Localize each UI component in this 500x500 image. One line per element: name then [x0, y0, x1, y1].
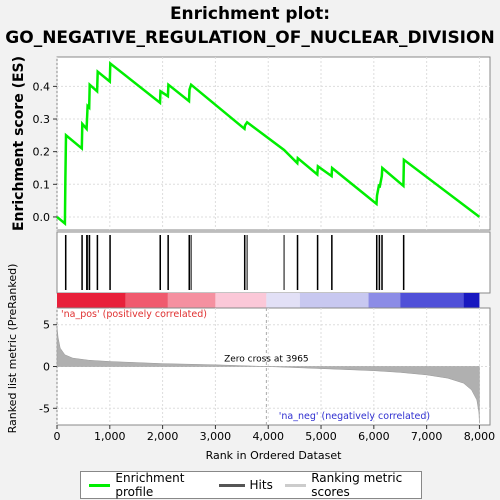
legend-swatch-enrichment	[89, 483, 111, 487]
rank-color-segment	[215, 293, 267, 308]
metric-xtick-label: 5,000	[305, 430, 337, 443]
metric-xtick-label: 4,000	[252, 430, 284, 443]
chart-title-line1: Enrichment plot:	[169, 4, 331, 24]
es-ytick-label: 0.0	[33, 211, 51, 224]
legend-swatch-ranking	[284, 483, 307, 487]
chart-legend: Enrichment profile Hits Ranking metric s…	[80, 471, 422, 499]
legend-item-enrichment: Enrichment profile	[89, 471, 207, 499]
zero-cross-label: Zero cross at 3965	[224, 355, 309, 365]
chart-title-line2: GO_NEGATIVE_REGULATION_OF_NUCLEAR_DIVISI…	[5, 28, 495, 48]
metric-ytick-label: 0	[43, 361, 50, 374]
metric-ylabel: Ranked list metric (PreRanked)	[6, 264, 19, 434]
metric-xtick-label: 7,000	[411, 430, 443, 443]
metric-xtick-label: 2,000	[147, 430, 179, 443]
es-ytick-label: 0.1	[33, 178, 51, 191]
rank-color-segment	[266, 293, 300, 308]
legend-label-enrichment: Enrichment profile	[115, 471, 185, 499]
rank-color-segment	[167, 293, 216, 308]
positive-annotation: 'na_pos' (positively correlated)	[61, 309, 207, 320]
rank-color-segment	[299, 293, 369, 308]
legend-swatch-hits	[218, 483, 245, 487]
negative-annotation: 'na_neg' (negatively correlated)	[279, 411, 430, 422]
rank-color-segment	[463, 293, 480, 308]
legend-label-hits: Hits	[249, 478, 273, 492]
es-ytick-label: 0.4	[33, 80, 51, 93]
metric-ytick-label: -5	[39, 402, 50, 415]
legend-item-ranking: Ranking metric scores	[284, 471, 421, 499]
es-ylabel: Enrichment score (ES)	[11, 56, 27, 231]
legend-item-hits: Hits	[218, 478, 273, 492]
metric-xtick-label: 0	[54, 430, 61, 443]
enrichment-profile-line	[56, 60, 481, 227]
es-ytick-label: 0.2	[33, 146, 51, 159]
rank-color-segment	[400, 293, 464, 308]
rank-color-segment	[125, 293, 168, 308]
hits-panel-frame	[56, 231, 491, 294]
ranking-metric-area	[56, 326, 480, 424]
rank-color-segment	[57, 293, 126, 308]
legend-label-ranking: Ranking metric scores	[311, 471, 403, 499]
es-ytick-label: 0.3	[33, 113, 51, 126]
metric-xtick-label: 8,000	[464, 430, 496, 443]
metric-ytick-label: 5	[43, 319, 50, 332]
rank-color-segment	[368, 293, 401, 308]
metric-xtick-label: 1,000	[94, 430, 126, 443]
metric-xlabel: Rank in Ordered Dataset	[206, 449, 343, 462]
metric-xtick-label: 6,000	[358, 430, 390, 443]
metric-xtick-label: 3,000	[200, 430, 232, 443]
